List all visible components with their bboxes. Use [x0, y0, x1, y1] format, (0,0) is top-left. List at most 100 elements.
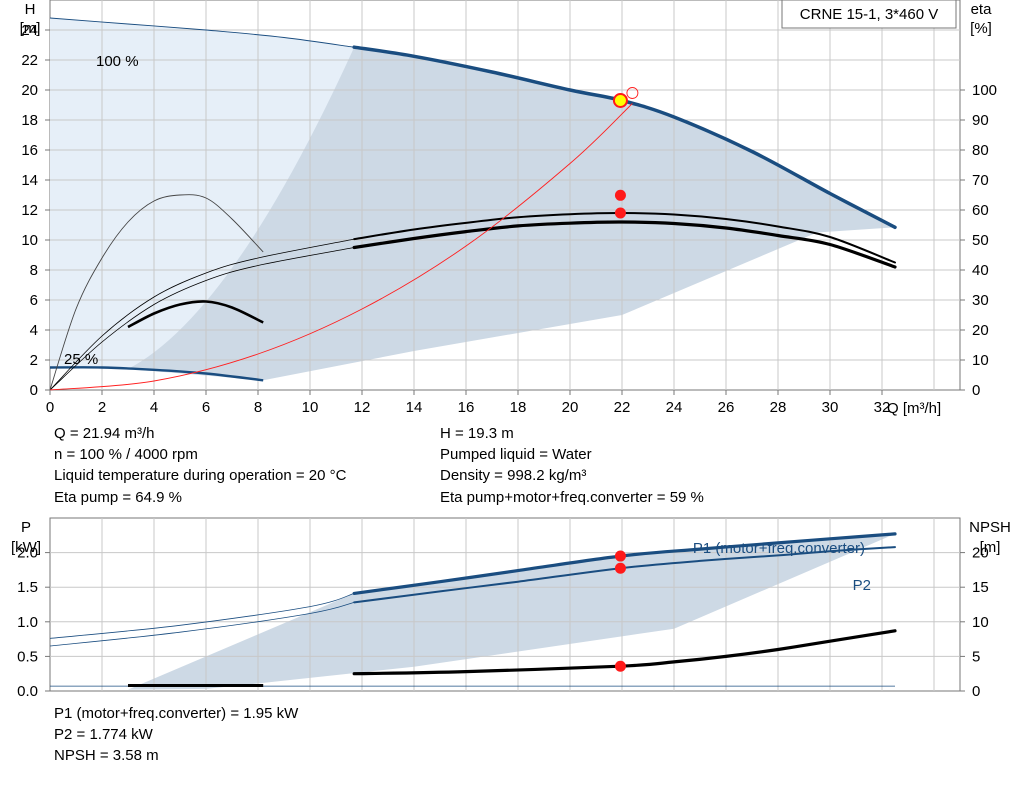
- power-operating-area: [128, 533, 895, 690]
- power-axis-unit: [kW]: [11, 539, 41, 556]
- eta-operating-point: [614, 189, 626, 201]
- x-tick-label: 12: [354, 399, 371, 416]
- npsh-tick-label: 10: [972, 614, 989, 631]
- head-curve-100-extended: [49, 17, 355, 48]
- x-tick-label: 16: [458, 399, 475, 416]
- x-axis-label: Q [m³/h]: [887, 400, 941, 417]
- x-tick-label: 2: [98, 399, 106, 416]
- power-series: [49, 532, 897, 687]
- h-tick-label: 14: [21, 172, 38, 189]
- power-operating-point: [614, 550, 626, 562]
- npsh-tick-label: 15: [972, 579, 989, 596]
- eta-tick-label: 30: [972, 292, 989, 309]
- power-operating-points: [614, 550, 626, 672]
- chart-title-box: [781, 0, 957, 29]
- info-head: H = 19.3 m: [440, 425, 514, 442]
- x-tick-label: 30: [822, 399, 839, 416]
- eta-axis-ticks: 0 10 20 30 40 50 60 70 80 90 100: [960, 82, 997, 399]
- duty-point: [612, 93, 628, 108]
- info-npsh: NPSH = 3.58 m: [54, 747, 159, 764]
- p1-series-label: P1 (motor+freq.converter): [693, 540, 865, 557]
- npsh-axis-label: NPSH: [969, 519, 1011, 536]
- power-tick-label: 2.0: [17, 545, 38, 562]
- p1-curve-extended: [49, 593, 355, 639]
- h-tick-label: 4: [30, 322, 38, 339]
- p1-curve: [352, 532, 897, 595]
- eta-total-curve-extended: [49, 247, 355, 391]
- p2-curve-extended: [49, 602, 355, 647]
- x-tick-label: 6: [202, 399, 210, 416]
- eta-total-curve: [352, 220, 897, 269]
- eta-tick-label: 80: [972, 142, 989, 159]
- speed-label-100: 100 %: [96, 53, 139, 70]
- h-tick-label: 0: [30, 382, 38, 399]
- info-eta-total: Eta pump+motor+freq.converter = 59 %: [440, 489, 704, 506]
- info-p2: P2 = 1.774 kW: [54, 726, 153, 743]
- p2-series-label: P2: [853, 577, 871, 594]
- eta-tick-label: 20: [972, 322, 989, 339]
- power-tick-label: 1.5: [17, 579, 38, 596]
- x-tick-label: 20: [562, 399, 579, 416]
- h-tick-label: 2: [30, 352, 38, 369]
- hq-operating-points: [612, 93, 628, 219]
- p2-curve: [353, 546, 896, 604]
- eta-tick-label: 0: [972, 382, 980, 399]
- h-tick-label: 12: [21, 202, 38, 219]
- npsh-tick-label: 5: [972, 648, 980, 665]
- eta-tick-label: 50: [972, 232, 989, 249]
- info-pumped-liquid: Pumped liquid = Water: [440, 446, 592, 463]
- eta-tick-label: 90: [972, 112, 989, 129]
- x-tick-label: 22: [614, 399, 631, 416]
- system-curve: [49, 103, 633, 391]
- h-tick-label: 10: [21, 232, 38, 249]
- x-tick-label: 4: [150, 399, 158, 416]
- head-curve-25: [49, 366, 264, 382]
- x-tick-label: 18: [510, 399, 527, 416]
- info-liquid-temperature: Liquid temperature during operation = 20…: [54, 467, 347, 484]
- h-axis-unit: [m]: [20, 20, 41, 37]
- h-axis-label: H: [25, 1, 36, 18]
- system-curve-end-marker: [626, 87, 639, 99]
- npsh-axis-unit: [m]: [980, 539, 1001, 556]
- eta-tick-label: 40: [972, 262, 989, 279]
- npsh-operating-point: [614, 660, 626, 672]
- x-tick-label: 26: [718, 399, 735, 416]
- chart-title: CRNE 15-1, 3*460 V: [800, 6, 938, 23]
- info-eta-pump: Eta pump = 64.9 %: [54, 489, 182, 506]
- eta-tick-label: 10: [972, 352, 989, 369]
- x-tick-label: 14: [406, 399, 423, 416]
- h-tick-label: 8: [30, 262, 38, 279]
- h-tick-label: 16: [21, 142, 38, 159]
- power-axis-ticks: 0.0 0.5 1.0 1.5 2.0: [17, 545, 50, 700]
- hq-chart: 0 2 4 6 8 10 12 14 16 18 20 22 24 26 28 30 32 0246810121…: [20, 0, 997, 417]
- npsh-axis-ticks: 0 5 10 15 20: [960, 545, 989, 700]
- h-tick-label: 6: [30, 292, 38, 309]
- info-speed: n = 100 % / 4000 rpm: [54, 446, 198, 463]
- npsh-tick-label: 20: [972, 545, 989, 562]
- h-tick-label: 22: [21, 52, 38, 69]
- h-tick-label: 20: [21, 82, 38, 99]
- npsh-curve: [352, 629, 897, 676]
- eta-axis-label: eta: [971, 1, 993, 18]
- info-p1: P1 (motor+freq.converter) = 1.95 kW: [54, 705, 299, 722]
- speed-label-25: 25 %: [64, 351, 98, 368]
- eta-pump-curve-extended: [49, 238, 355, 391]
- x-tick-label: 32: [874, 399, 891, 416]
- info-q: Q = 21.94 m³/h: [54, 425, 155, 442]
- power-axis-label: P: [21, 519, 31, 536]
- npsh-tick-label: 0: [972, 683, 980, 700]
- x-tick-label: 0: [46, 399, 54, 416]
- eta-axis-unit: [%]: [970, 20, 992, 37]
- power-tick-label: 0.0: [17, 683, 38, 700]
- reduced-speed-area: [50, 18, 355, 369]
- x-tick-label: 10: [302, 399, 319, 416]
- x-tick-label: 8: [254, 399, 262, 416]
- h-tick-label: 18: [21, 112, 38, 129]
- x-tick-label: 24: [666, 399, 683, 416]
- power-operating-point: [614, 562, 626, 574]
- eta-tick-label: 60: [972, 202, 989, 219]
- eta-operating-point: [614, 207, 626, 219]
- power-tick-label: 0.5: [17, 648, 38, 665]
